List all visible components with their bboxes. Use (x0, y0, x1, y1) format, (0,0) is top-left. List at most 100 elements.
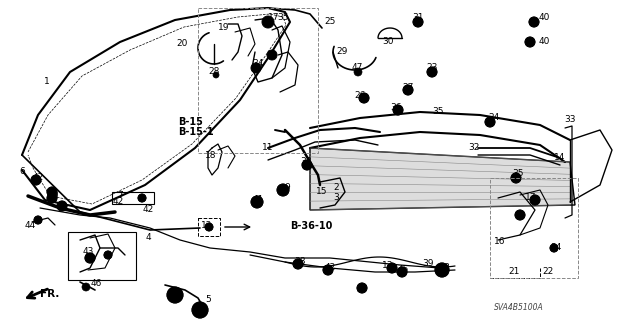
Text: 27: 27 (403, 84, 413, 93)
Text: 42: 42 (324, 263, 335, 272)
Text: 30: 30 (382, 38, 394, 47)
Circle shape (31, 175, 41, 185)
Circle shape (397, 267, 407, 277)
Circle shape (167, 287, 183, 303)
Text: 45: 45 (397, 265, 409, 275)
Text: 10: 10 (48, 191, 60, 201)
Text: 14: 14 (554, 153, 566, 162)
Text: 38: 38 (294, 257, 306, 266)
Circle shape (515, 210, 525, 220)
Text: B-15: B-15 (178, 117, 203, 127)
Text: 6: 6 (19, 167, 25, 176)
Text: 35: 35 (432, 108, 444, 116)
Text: 46: 46 (90, 279, 102, 288)
Text: 28: 28 (208, 68, 220, 77)
Circle shape (403, 85, 413, 95)
Text: 12: 12 (202, 221, 212, 231)
Text: 33: 33 (564, 115, 576, 124)
Circle shape (213, 72, 219, 78)
Text: 20: 20 (176, 40, 188, 48)
Text: 2: 2 (333, 183, 339, 192)
Text: 8: 8 (443, 263, 449, 272)
Circle shape (267, 50, 277, 60)
Circle shape (47, 193, 57, 203)
Circle shape (47, 187, 57, 197)
Text: 32: 32 (468, 144, 480, 152)
Polygon shape (310, 148, 575, 210)
Text: B-36-10: B-36-10 (290, 221, 332, 231)
Text: 34: 34 (252, 60, 264, 69)
Text: 33: 33 (300, 158, 312, 167)
Circle shape (104, 251, 112, 259)
Text: 11: 11 (262, 144, 274, 152)
Text: FR.: FR. (40, 289, 60, 299)
Circle shape (357, 283, 367, 293)
Circle shape (529, 17, 539, 27)
Circle shape (138, 194, 146, 202)
Text: 9: 9 (284, 183, 290, 192)
Text: 15: 15 (316, 188, 328, 197)
Text: 16: 16 (494, 238, 506, 247)
Text: 24: 24 (488, 114, 500, 122)
Circle shape (57, 201, 67, 211)
Text: 1: 1 (44, 78, 50, 86)
Text: SVA4B5100A: SVA4B5100A (494, 303, 544, 313)
Circle shape (277, 184, 289, 196)
Circle shape (82, 283, 90, 291)
Text: 22: 22 (542, 268, 554, 277)
Text: 29: 29 (336, 48, 348, 56)
Text: 23: 23 (426, 63, 438, 72)
Circle shape (192, 302, 208, 318)
Text: 5: 5 (205, 294, 211, 303)
Text: 17: 17 (268, 13, 280, 23)
Text: 34: 34 (550, 243, 562, 253)
Text: 42: 42 (142, 205, 154, 214)
Text: 4: 4 (145, 234, 151, 242)
Circle shape (413, 17, 423, 27)
Text: 42: 42 (113, 197, 124, 206)
Text: 7: 7 (117, 191, 123, 201)
Circle shape (205, 223, 213, 231)
Circle shape (262, 16, 274, 28)
Circle shape (511, 173, 521, 183)
Circle shape (251, 196, 263, 208)
Text: 25: 25 (324, 18, 336, 26)
Circle shape (293, 259, 303, 269)
Circle shape (323, 265, 333, 275)
Text: 13: 13 (382, 261, 394, 270)
Circle shape (485, 117, 495, 127)
Circle shape (251, 63, 261, 73)
Circle shape (550, 244, 558, 252)
Text: 40: 40 (538, 38, 550, 47)
Text: 37: 37 (356, 286, 368, 294)
Circle shape (530, 195, 540, 205)
Text: 17: 17 (525, 194, 537, 203)
Text: 39: 39 (422, 259, 434, 269)
Text: B-15-1: B-15-1 (178, 127, 214, 137)
Circle shape (302, 160, 312, 170)
Text: 35: 35 (512, 169, 524, 179)
Text: 44: 44 (24, 221, 36, 231)
Text: 19: 19 (218, 24, 230, 33)
Text: 18: 18 (205, 152, 217, 160)
Circle shape (525, 37, 535, 47)
Text: 42: 42 (33, 174, 44, 182)
Circle shape (85, 253, 95, 263)
Circle shape (359, 93, 369, 103)
Text: 35: 35 (277, 13, 289, 23)
Text: 31: 31 (412, 13, 424, 23)
Text: 43: 43 (83, 248, 93, 256)
Circle shape (427, 67, 437, 77)
Text: 21: 21 (508, 268, 520, 277)
Text: 36: 36 (390, 103, 402, 113)
Circle shape (354, 68, 362, 76)
Circle shape (34, 216, 42, 224)
Circle shape (393, 105, 403, 115)
Text: 3: 3 (333, 194, 339, 203)
Text: 41: 41 (252, 196, 264, 204)
Text: 40: 40 (538, 13, 550, 23)
Circle shape (387, 263, 397, 273)
Text: 26: 26 (355, 91, 365, 100)
Circle shape (435, 263, 449, 277)
Text: 47: 47 (351, 63, 363, 72)
